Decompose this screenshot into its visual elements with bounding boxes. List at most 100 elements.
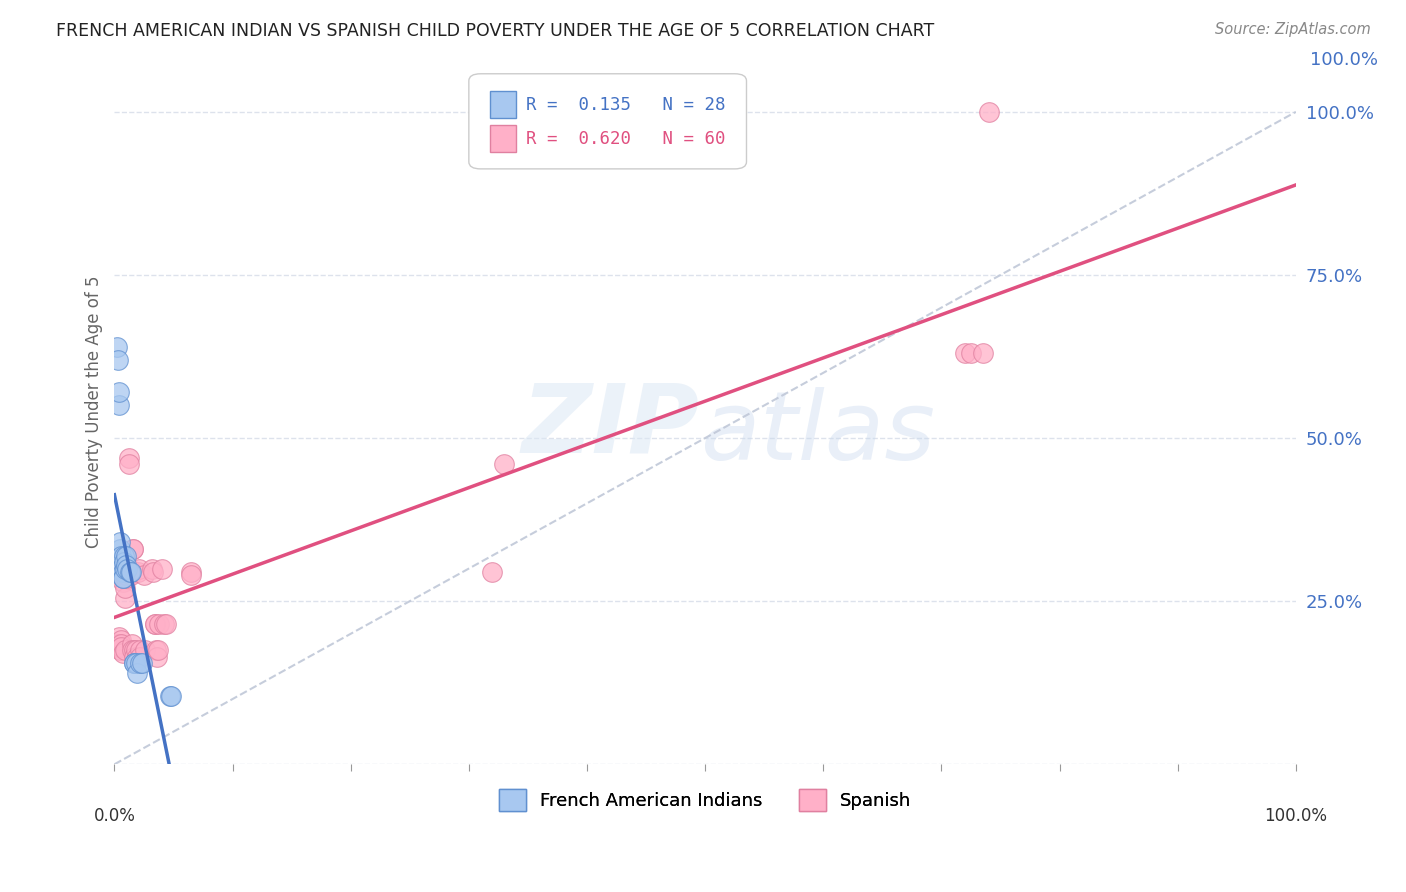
Point (155, 617, 177, 632)
Point (148, 617, 170, 632)
Point (124, 656, 146, 670)
Point (112, 555, 135, 569)
Point (142, 565, 165, 579)
Point (110, 640, 132, 654)
Text: FRENCH AMERICAN INDIAN VS SPANISH CHILD POVERTY UNDER THE AGE OF 5 CORRELATION C: FRENCH AMERICAN INDIAN VS SPANISH CHILD … (56, 22, 935, 40)
Point (124, 643, 146, 657)
Point (114, 581, 136, 595)
Point (110, 561, 132, 575)
Point (153, 617, 176, 632)
Point (160, 689, 183, 703)
Point (111, 646, 134, 660)
Point (114, 561, 136, 575)
Point (143, 617, 166, 632)
Point (112, 568, 135, 582)
Point (110, 636, 132, 650)
Point (114, 643, 136, 657)
Point (117, 561, 139, 575)
Text: atlas: atlas (700, 386, 935, 480)
Point (960, 346, 983, 360)
Point (129, 649, 152, 664)
Point (110, 633, 132, 648)
Point (111, 565, 134, 579)
Point (108, 630, 131, 644)
Point (108, 385, 131, 400)
Point (124, 649, 146, 664)
Point (953, 346, 976, 360)
Point (134, 643, 156, 657)
Point (129, 656, 152, 670)
Text: 100.0%: 100.0% (1310, 51, 1378, 69)
Point (110, 541, 132, 556)
Text: R =  0.620   N = 60: R = 0.620 N = 60 (526, 129, 725, 147)
Point (110, 643, 132, 657)
Point (124, 656, 146, 670)
Point (118, 561, 141, 575)
Point (111, 574, 134, 589)
Point (125, 665, 148, 680)
Point (120, 568, 142, 582)
Point (124, 643, 146, 657)
Point (124, 656, 146, 670)
FancyBboxPatch shape (491, 91, 516, 118)
Point (121, 636, 143, 650)
Point (110, 640, 132, 654)
Point (146, 649, 169, 664)
Point (141, 561, 163, 575)
Point (112, 571, 135, 585)
Legend: French American Indians, Spanish: French American Indians, Spanish (492, 782, 918, 819)
Point (977, 104, 1000, 119)
Point (972, 346, 994, 360)
Point (118, 565, 141, 579)
Y-axis label: Child Poverty Under the Age of 5: Child Poverty Under the Age of 5 (86, 276, 103, 549)
Point (115, 571, 138, 585)
Point (143, 617, 166, 632)
Point (115, 549, 138, 563)
Point (111, 571, 134, 585)
Point (111, 561, 134, 575)
Point (180, 568, 202, 582)
Point (110, 535, 132, 549)
FancyBboxPatch shape (491, 125, 516, 152)
Point (107, 636, 129, 650)
Point (110, 561, 132, 575)
Point (110, 636, 132, 650)
Point (114, 591, 136, 605)
Point (112, 549, 135, 563)
Point (121, 643, 143, 657)
Point (120, 565, 142, 579)
Text: 0.0%: 0.0% (93, 806, 135, 824)
Point (108, 636, 131, 650)
Point (145, 643, 167, 657)
Point (481, 565, 503, 579)
Point (125, 649, 148, 664)
Point (122, 541, 145, 556)
Point (117, 565, 139, 579)
Point (110, 549, 132, 563)
Point (180, 565, 202, 579)
Point (150, 561, 173, 575)
Point (122, 541, 145, 556)
Point (494, 457, 516, 471)
Point (159, 689, 181, 703)
Text: ZIP: ZIP (522, 380, 700, 473)
Point (127, 565, 149, 579)
Point (131, 656, 153, 670)
Point (132, 568, 155, 582)
Point (115, 558, 138, 573)
Text: R =  0.135   N = 28: R = 0.135 N = 28 (526, 95, 725, 114)
Point (129, 643, 152, 657)
Point (105, 340, 128, 354)
Point (107, 640, 129, 654)
Point (107, 352, 129, 367)
Point (111, 571, 134, 585)
Point (117, 565, 139, 579)
Point (117, 457, 139, 471)
Point (117, 450, 139, 465)
Text: Source: ZipAtlas.com: Source: ZipAtlas.com (1215, 22, 1371, 37)
Point (108, 640, 131, 654)
FancyBboxPatch shape (468, 74, 747, 169)
Point (128, 561, 150, 575)
Point (115, 568, 138, 582)
Point (108, 399, 131, 413)
